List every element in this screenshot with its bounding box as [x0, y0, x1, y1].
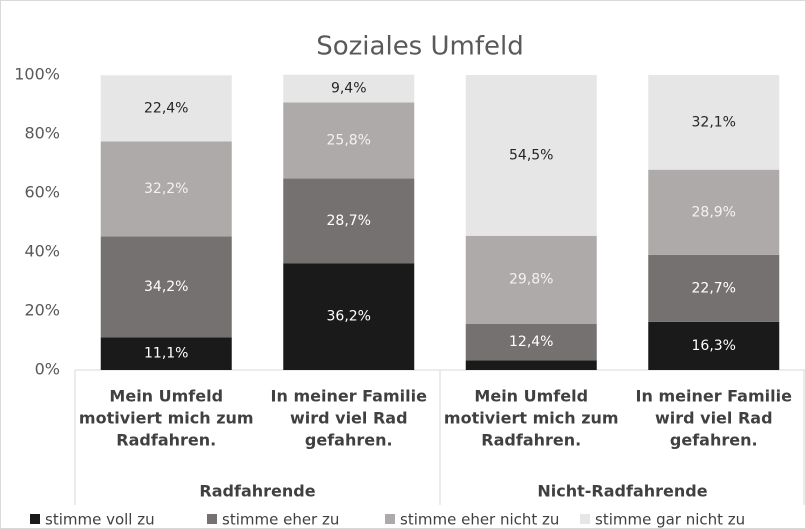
data-label: 29,8% — [509, 272, 553, 288]
bar-segment — [648, 321, 780, 370]
y-tick-label: 60% — [24, 183, 60, 202]
bar-segment — [100, 141, 232, 237]
x-tick-label: Mein Umfeld — [109, 387, 223, 406]
x-tick-label: In meiner Familie — [636, 387, 793, 406]
y-tick-label: 100% — [14, 65, 60, 84]
data-label: 11,1% — [144, 346, 188, 362]
bar-segment — [465, 75, 597, 236]
bar-segment — [100, 337, 232, 370]
data-label: 54,5% — [509, 147, 553, 163]
bar-segment — [283, 74, 415, 103]
x-tick-label: gefahren. — [305, 431, 393, 450]
legend-label: stimme gar nicht zu — [595, 511, 745, 529]
data-label: 22,4% — [144, 100, 188, 116]
legend-label: stimme eher zu — [222, 511, 339, 529]
bar-segment — [465, 323, 597, 361]
data-label: 32,1% — [692, 114, 736, 130]
legend-swatch — [207, 514, 217, 524]
data-label: 16,3% — [692, 338, 736, 354]
x-tick-label: Mein Umfeld — [474, 387, 588, 406]
legend-swatch — [580, 514, 590, 524]
legend-swatch — [385, 514, 395, 524]
x-tick-label: Radfahren. — [481, 431, 581, 450]
legend-label: stimme voll zu — [45, 511, 155, 529]
data-label: 36,2% — [327, 309, 371, 325]
y-tick-label: 80% — [24, 124, 60, 143]
x-tick-label: motiviert mich zum — [79, 409, 254, 428]
bar-segment — [648, 254, 780, 322]
group-label: Nicht-Radfahrende — [537, 482, 707, 501]
x-tick-label: wird viel Rad — [655, 409, 773, 428]
data-label: 22,7% — [692, 280, 736, 296]
bar-segment — [100, 75, 232, 142]
bar-segment — [283, 102, 415, 179]
legend-label: stimme eher nicht zu — [400, 511, 559, 529]
x-tick-label: In meiner Familie — [271, 387, 428, 406]
data-label: 28,9% — [692, 204, 736, 220]
bar-segment — [465, 360, 597, 370]
x-tick-label: gefahren. — [670, 431, 758, 450]
bar-segment — [283, 263, 415, 370]
data-label: 32,2% — [144, 181, 188, 197]
y-tick-label: 20% — [24, 301, 60, 320]
x-tick-label: Radfahren. — [116, 431, 216, 450]
bar-segment — [648, 169, 780, 255]
bar-segment — [283, 178, 415, 264]
bar-segment — [465, 235, 597, 324]
data-label: 34,2% — [144, 279, 188, 295]
data-label: 28,7% — [327, 213, 371, 229]
x-tick-label: motiviert mich zum — [444, 409, 619, 428]
x-tick-label: wird viel Rad — [290, 409, 408, 428]
bar-segment — [648, 75, 780, 170]
chart-title: Soziales Umfeld — [316, 32, 523, 62]
y-tick-label: 0% — [35, 360, 60, 379]
bar-segment — [100, 236, 232, 338]
legend-swatch — [30, 514, 40, 524]
data-label: 9,4% — [331, 81, 367, 97]
data-label: 12,4% — [509, 334, 553, 350]
data-label: 25,8% — [327, 132, 371, 148]
y-tick-label: 40% — [24, 242, 60, 261]
group-label: Radfahrende — [199, 482, 315, 501]
